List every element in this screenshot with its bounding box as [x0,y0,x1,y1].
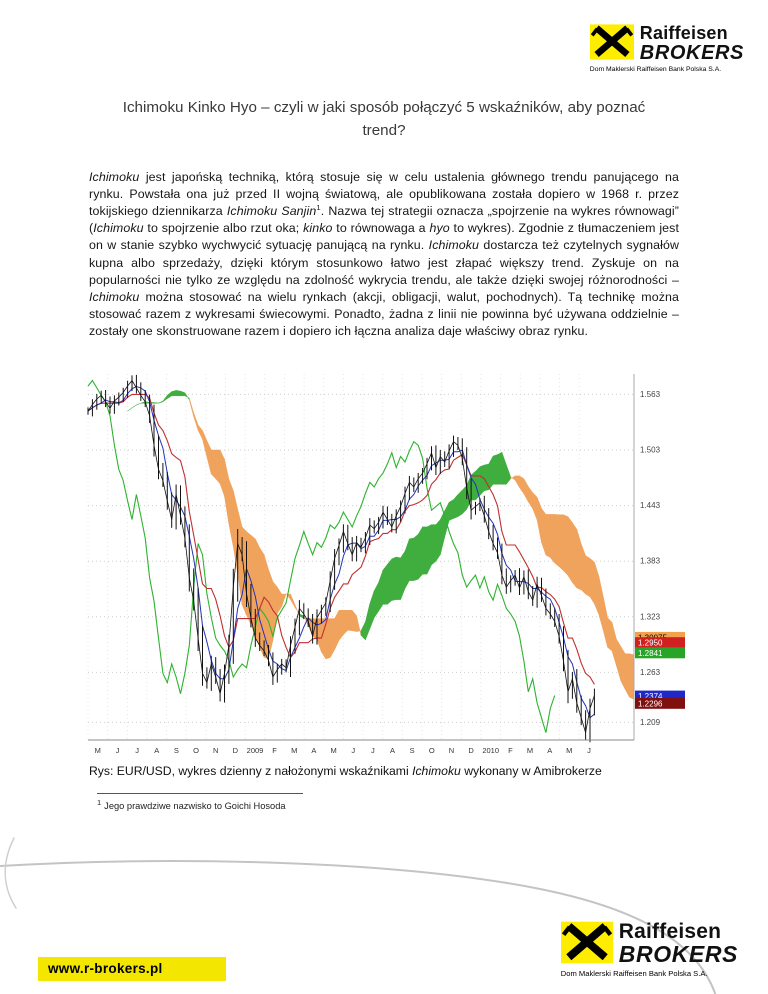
svg-text:1.2296: 1.2296 [638,700,663,709]
price-chart: M J J A S O N D 2009 F M A M J J A S O N D 2010 F M A M J 1.563 1.5… [82,364,688,761]
svg-text:J: J [351,746,355,755]
svg-text:A: A [311,746,316,755]
svg-text:N: N [213,746,218,755]
svg-text:J: J [116,746,120,755]
brand-name: Raiffeisen [618,920,722,943]
svg-text:M: M [291,746,297,755]
figure-caption: Rys: EUR/USD, wykres dzienny z nałożonym… [89,764,602,779]
brand-text: Raiffeisen BROKERS [640,24,744,63]
brand-subtitle: BROKERS [639,42,744,64]
brand-tagline: Dom Maklerski Raiffeisen Bank Polska S.A… [589,66,722,73]
svg-text:M: M [566,746,572,755]
brand-row: Raiffeisen BROKERS [589,24,744,63]
svg-text:M: M [527,746,533,755]
svg-text:1.323: 1.323 [640,613,661,622]
svg-text:A: A [154,746,159,755]
svg-text:1.2374: 1.2374 [638,693,663,702]
brand-tagline: Dom Maklerski Raiffeisen Bank Polska S.A… [560,969,708,978]
svg-text:O: O [429,746,435,755]
brand-name: Raiffeisen [639,23,728,43]
svg-text:M: M [95,746,101,755]
svg-text:M: M [330,746,336,755]
brand-subtitle: BROKERS [618,941,738,967]
svg-text:2009: 2009 [247,746,264,755]
eurusd-ichimoku-chart: M J J A S O N D 2009 F M A M J J A S O N D 2010 F M A M J 1.563 1.5… [82,364,688,761]
svg-text:1.563: 1.563 [640,390,661,399]
footnote: 1 Jego prawdziwe nazwisko to Goichi Hosod… [97,793,768,812]
footnote-marker: 1 [97,798,102,808]
svg-text:D: D [233,746,239,755]
brand-text: Raiffeisen BROKERS [619,921,738,966]
svg-text:A: A [390,746,395,755]
footnote-text: 1 Jego prawdziwe nazwisko to Goichi Hosod… [97,798,768,811]
page-title: Ichimoku Kinko Hyo – czyli w jaki sposób… [122,99,646,139]
svg-text:S: S [410,746,415,755]
footer-brand-logo: Raiffeisen BROKERS Dom Maklerski Raiffei… [560,921,738,978]
svg-text:F: F [272,746,277,755]
svg-text:F: F [508,746,513,755]
website-url-bar[interactable]: www.r-brokers.pl [38,957,226,981]
svg-text:D: D [468,746,474,755]
brand-row: Raiffeisen BROKERS [560,921,738,966]
svg-text:A: A [547,746,552,755]
svg-text:1.263: 1.263 [640,668,661,677]
raiffeisen-emblem-icon [560,921,613,964]
svg-text:1.2841: 1.2841 [638,649,663,658]
svg-text:1.383: 1.383 [640,557,661,566]
svg-text:S: S [174,746,179,755]
svg-text:N: N [449,746,454,755]
raiffeisen-emblem-icon [589,24,634,60]
svg-text:1.443: 1.443 [640,502,661,511]
svg-text:J: J [135,746,139,755]
website-url[interactable]: www.r-brokers.pl [48,961,163,976]
footnote-divider [97,793,303,795]
body-paragraph: Ichimoku jest japońską techniką, którą s… [89,169,679,339]
header-brand-logo: Raiffeisen BROKERS Dom Maklerski Raiffei… [589,24,744,73]
svg-text:O: O [193,746,199,755]
svg-text:J: J [587,746,591,755]
svg-text:J: J [371,746,375,755]
svg-text:1.2950: 1.2950 [638,639,663,648]
svg-text:1.209: 1.209 [640,718,661,727]
svg-text:1.503: 1.503 [640,446,661,455]
footnote-body: Jego prawdziwe nazwisko to Goichi Hosoda [104,801,286,812]
svg-text:2010: 2010 [482,746,499,755]
